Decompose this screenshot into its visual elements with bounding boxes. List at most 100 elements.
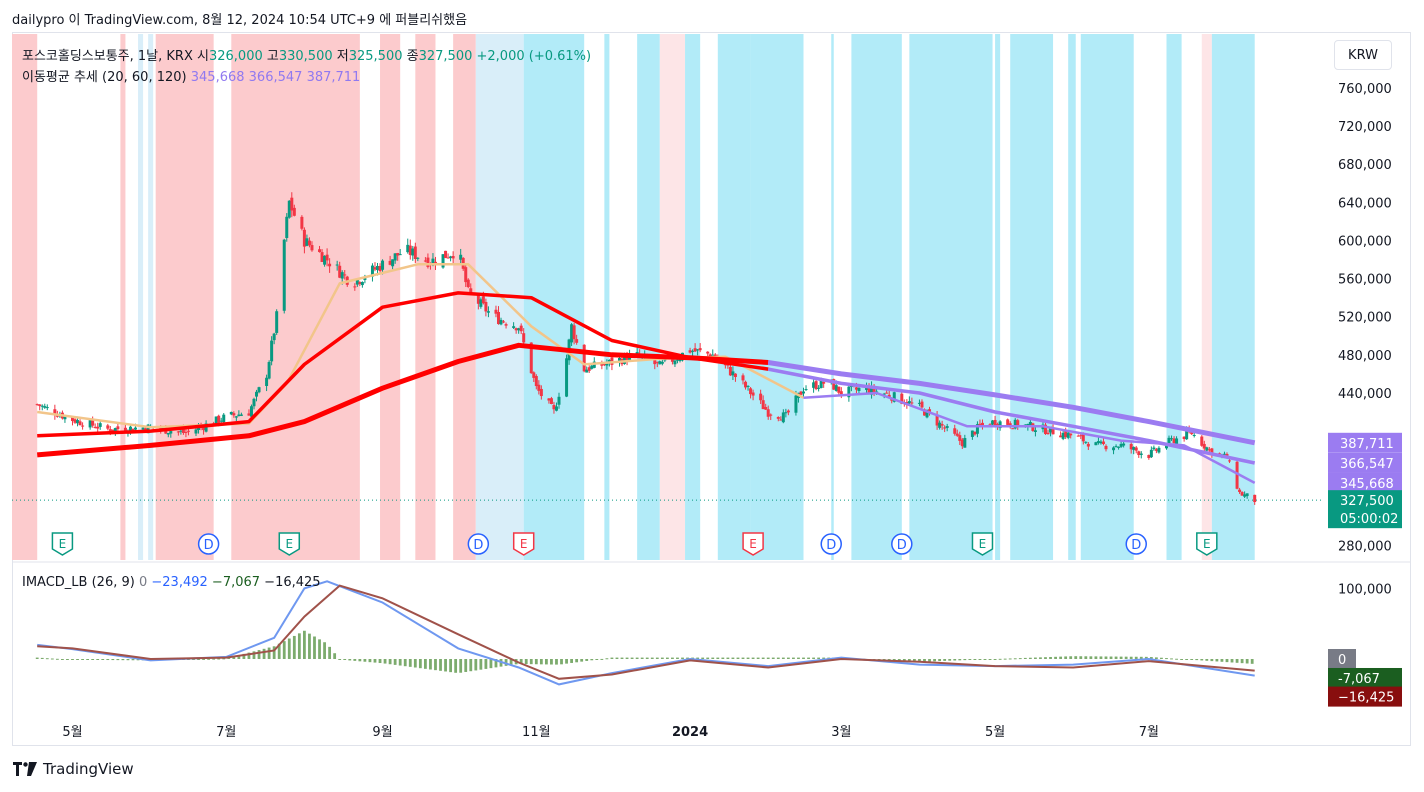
candle-body	[958, 435, 962, 441]
macd-histogram-bar	[242, 653, 246, 659]
candle-body	[373, 267, 377, 270]
candle-body	[43, 406, 47, 408]
chart-canvas[interactable]: 760,000 720,000 680,000 640,000 600,000 560,0…	[12, 32, 1410, 744]
candle-body	[444, 250, 448, 258]
macd-histogram-bar	[267, 647, 271, 659]
candle-body	[885, 392, 889, 394]
macd-histogram-bar	[1185, 659, 1189, 660]
candle-body	[234, 416, 238, 418]
candle-body	[282, 239, 286, 311]
macd-histogram-bar	[393, 659, 397, 665]
macd-histogram-bar	[333, 653, 337, 659]
tradingview-brand[interactable]: TradingView	[13, 760, 134, 778]
macd-histogram-bar	[373, 659, 377, 663]
candle-body	[920, 401, 924, 408]
candle-body	[275, 311, 279, 333]
candle-body	[1139, 453, 1143, 455]
macd-histogram-bar	[1054, 656, 1057, 659]
candle-body	[980, 422, 984, 426]
macd-histogram-bar	[716, 657, 720, 659]
macd-histogram-bar	[1109, 656, 1113, 659]
ma-value-tag	[1328, 452, 1402, 473]
candle-body	[794, 395, 798, 413]
macd-histogram-bar	[1250, 659, 1254, 664]
macd-histogram-bar	[96, 659, 100, 660]
macd-histogram-bar	[998, 658, 1002, 660]
candle-body	[1033, 430, 1037, 432]
candle-body	[63, 415, 67, 420]
macd-value-tag	[1328, 667, 1402, 688]
candle-body	[776, 417, 780, 419]
candle-body	[786, 410, 790, 413]
macd-histogram-bar	[1059, 656, 1063, 659]
macd-histogram-bar	[529, 659, 533, 665]
time-axis-label: 9월	[372, 725, 392, 740]
regime-band	[415, 34, 436, 560]
macd-histogram-bar	[711, 657, 715, 659]
macd-value-tag	[1328, 686, 1402, 707]
macd-histogram-bar	[1240, 659, 1244, 664]
candle-body	[658, 361, 662, 365]
candle-body	[1006, 419, 1010, 425]
macd-histogram-bar	[1170, 658, 1173, 660]
candle-body	[784, 412, 788, 414]
macd-histogram-bar	[560, 659, 563, 665]
candle-body	[355, 279, 359, 285]
candle-body	[1222, 453, 1226, 455]
candle-body	[300, 216, 304, 229]
macd-indicator-name[interactable]: IMACD_LB (26, 9)	[22, 575, 135, 590]
macd-histogram-bar	[580, 659, 584, 662]
symbol-label[interactable]: 포스코홀딩스보통주, 1날, KRX	[22, 49, 193, 64]
macd-histogram-bar	[1023, 657, 1027, 659]
candle-body	[131, 428, 135, 432]
macd-histogram-bar	[323, 642, 326, 659]
candle-body	[287, 200, 291, 218]
macd-histogram-bar	[1044, 657, 1047, 659]
macd-histogram-bar	[1114, 656, 1118, 659]
candle-body	[388, 260, 392, 265]
candle-body	[335, 264, 339, 266]
candle-body	[917, 402, 921, 404]
macd-histogram-bar	[328, 646, 332, 659]
candle-body	[70, 416, 74, 422]
candle-body	[565, 358, 569, 397]
candle-body	[358, 282, 362, 284]
candle-body	[214, 416, 218, 425]
currency-button[interactable]: KRW	[1334, 40, 1392, 70]
candle-body	[512, 326, 516, 328]
candle-body	[257, 387, 261, 393]
macd-histogram-bar	[504, 659, 508, 666]
ma-indicator-name[interactable]: 이동평균 추세 (20, 60, 120)	[22, 70, 187, 85]
candle-body	[176, 431, 180, 433]
candle-body	[554, 406, 558, 411]
macd-histogram-bar	[902, 659, 906, 662]
candle-body	[802, 391, 806, 394]
macd-histogram-bar	[45, 658, 49, 660]
candle-body	[1245, 493, 1249, 497]
candle-body	[728, 366, 732, 376]
macd-histogram-bar	[192, 659, 195, 660]
candle-body	[617, 358, 621, 363]
macd-histogram-bar	[136, 659, 140, 661]
candle-body	[1066, 432, 1070, 438]
macd-histogram-bar	[126, 659, 130, 661]
macd-histogram-bar	[277, 643, 281, 659]
macd-histogram-bar	[217, 658, 221, 660]
candle-body	[1253, 494, 1257, 503]
candle-body	[1207, 449, 1211, 451]
candle-body	[38, 404, 42, 407]
ma-value-tag	[1328, 472, 1402, 493]
macd-histogram-bar	[1028, 657, 1032, 659]
candle-body	[602, 363, 606, 366]
macd-histogram-bar	[978, 659, 982, 660]
dividend-marker-letter: D	[1131, 538, 1141, 553]
candle-body	[991, 420, 995, 425]
macd-histogram-bar	[913, 659, 916, 662]
candle-body	[925, 409, 929, 418]
macd-signal-value: −7,067	[211, 575, 261, 590]
candle-body	[744, 381, 748, 388]
candle-body	[867, 387, 871, 394]
candle-body	[761, 400, 765, 410]
candle-body	[839, 391, 843, 396]
candle-body	[655, 361, 659, 363]
